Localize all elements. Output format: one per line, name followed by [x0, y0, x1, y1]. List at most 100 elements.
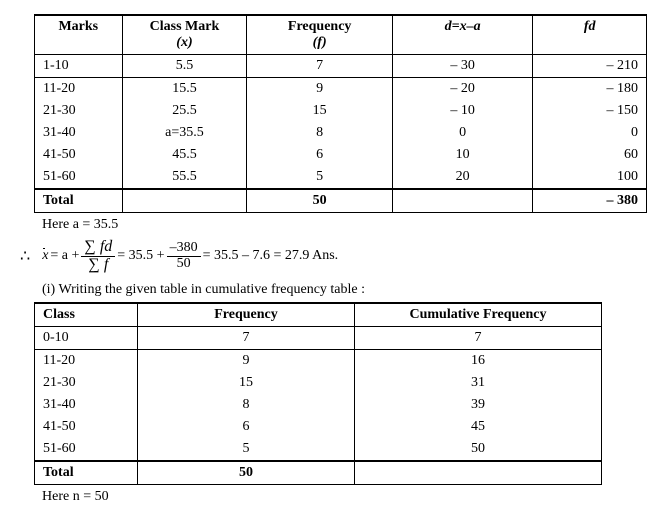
cell-class: 41-50	[35, 416, 138, 438]
cell-class: 51-60	[35, 438, 138, 461]
sum-f: ∑ f	[81, 257, 115, 274]
cell-marks: 51-60	[35, 166, 123, 189]
cell-marks: 11-20	[35, 78, 123, 101]
cell-fd: – 150	[533, 100, 647, 122]
eq-part3: = 35.5 – 7.6 = 27.9 Ans.	[203, 248, 339, 264]
total-label: Total	[35, 189, 123, 213]
note-here-n: Here n = 50	[42, 489, 647, 505]
cell-d: – 10	[392, 100, 532, 122]
table-row: 11-20 15.5 9 – 20 – 180	[35, 78, 647, 101]
cell-f: 6	[247, 144, 393, 166]
cell-d: – 30	[392, 55, 532, 78]
cell-fd: 0	[533, 122, 647, 144]
cell-class: 0-10	[35, 326, 138, 349]
deviation-table: Marks Class Mark (x) Frequency (f) d=x–a…	[34, 14, 647, 213]
col-cumulative: Cumulative Frequency	[355, 303, 602, 327]
cell-cf: 31	[355, 372, 602, 394]
caption-i: (i) Writing the given table in cumulativ…	[42, 282, 647, 298]
fifty: 50	[167, 257, 201, 272]
cell-f: 15	[138, 372, 355, 394]
cell-class: 21-30	[35, 372, 138, 394]
cell-f: 7	[138, 326, 355, 349]
cell-d: 0	[392, 122, 532, 144]
table-row: 1-10 5.5 7 – 30 – 210	[35, 55, 647, 78]
total-f: 50	[138, 461, 355, 485]
cell-fd: 60	[533, 144, 647, 166]
therefore-symbol: ∴	[20, 246, 30, 266]
cell-f: 7	[247, 55, 393, 78]
total-row: Total 50 – 380	[35, 189, 647, 213]
cell-f: 8	[138, 394, 355, 416]
cell-fd: 100	[533, 166, 647, 189]
total-fd: – 380	[533, 189, 647, 213]
cell-cf: 39	[355, 394, 602, 416]
table-row: 11-20 9 16	[35, 349, 602, 372]
cell-cf: 50	[355, 438, 602, 461]
table-row: 51-60 55.5 5 20 100	[35, 166, 647, 189]
sum-fd: ∑ fd	[81, 239, 115, 257]
cell-marks: 41-50	[35, 144, 123, 166]
cell-class: 11-20	[35, 349, 138, 372]
classmark-label: Class Mark	[131, 19, 239, 35]
total-row: Total 50	[35, 461, 602, 485]
cell-d: – 20	[392, 78, 532, 101]
cell-class: 31-40	[35, 394, 138, 416]
note-here-a: Here a = 35.5	[42, 217, 647, 233]
freq-sub: (f)	[255, 35, 384, 51]
fraction-numbers: –380 50	[167, 241, 201, 271]
cell-f: 8	[247, 122, 393, 144]
cell-d: 10	[392, 144, 532, 166]
col-fd: fd	[533, 15, 647, 55]
empty-cell	[392, 189, 532, 213]
cell-cf: 7	[355, 326, 602, 349]
cell-marks: 31-40	[35, 122, 123, 144]
x-bar: x	[42, 248, 48, 264]
total-label: Total	[35, 461, 138, 485]
cell-fd: – 180	[533, 78, 647, 101]
cell-fd: – 210	[533, 55, 647, 78]
cell-d: 20	[392, 166, 532, 189]
cell-x: 25.5	[122, 100, 247, 122]
cell-x: 5.5	[122, 55, 247, 78]
col-frequency: Frequency	[138, 303, 355, 327]
cell-cf: 45	[355, 416, 602, 438]
table-row: 41-50 45.5 6 10 60	[35, 144, 647, 166]
empty-cell	[355, 461, 602, 485]
freq-label: Frequency	[255, 19, 384, 35]
classmark-sub: (x)	[131, 35, 239, 51]
cell-x: 45.5	[122, 144, 247, 166]
cell-marks: 21-30	[35, 100, 123, 122]
table-row: 31-40 a=35.5 8 0 0	[35, 122, 647, 144]
cell-f: 9	[247, 78, 393, 101]
fraction-sums: ∑ fd ∑ f	[81, 239, 115, 274]
neg-380: –380	[167, 241, 201, 257]
cell-f: 6	[138, 416, 355, 438]
formula: ∴ x = a + ∑ fd ∑ f = 35.5 + –380 50 = 35…	[20, 239, 647, 274]
d-label: d=x–a	[445, 19, 481, 34]
col-classmark: Class Mark (x)	[122, 15, 247, 55]
col-marks: Marks	[35, 15, 123, 55]
total-f: 50	[247, 189, 393, 213]
col-d: d=x–a	[392, 15, 532, 55]
eq-part2: = 35.5 +	[117, 248, 164, 264]
table-row: 0-10 7 7	[35, 326, 602, 349]
cell-x: 15.5	[122, 78, 247, 101]
empty-cell	[122, 189, 247, 213]
col-frequency: Frequency (f)	[247, 15, 393, 55]
cell-cf: 16	[355, 349, 602, 372]
cell-x: a=35.5	[122, 122, 247, 144]
cell-marks: 1-10	[35, 55, 123, 78]
table-row: 21-30 25.5 15 – 10 – 150	[35, 100, 647, 122]
cell-f: 15	[247, 100, 393, 122]
cell-x: 55.5	[122, 166, 247, 189]
cell-f: 9	[138, 349, 355, 372]
cell-f: 5	[247, 166, 393, 189]
table-row: 51-60 5 50	[35, 438, 602, 461]
table-row: 21-30 15 31	[35, 372, 602, 394]
col-class: Class	[35, 303, 138, 327]
cell-f: 5	[138, 438, 355, 461]
cumulative-table: Class Frequency Cumulative Frequency 0-1…	[34, 302, 602, 485]
table-row: 41-50 6 45	[35, 416, 602, 438]
table-row: 31-40 8 39	[35, 394, 602, 416]
fd-label: fd	[584, 19, 596, 34]
